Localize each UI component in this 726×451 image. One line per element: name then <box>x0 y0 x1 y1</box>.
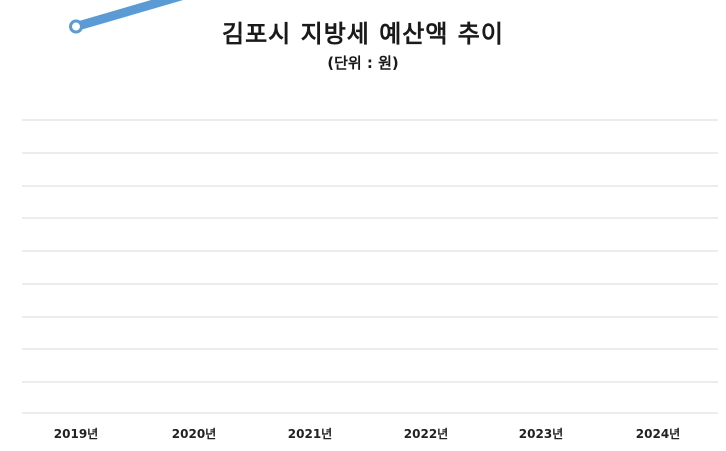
series-line <box>71 0 184 32</box>
x-axis-tick-labels: 2019년 2020년 2021년 2022년 2023년 2024년 <box>54 427 680 441</box>
x-tick-label: 2021년 <box>288 427 332 441</box>
data-label: 3,032 억 <box>38 0 113 2</box>
x-tick-label: 2023년 <box>519 427 563 441</box>
x-tick-label: 2022년 <box>404 427 448 441</box>
x-tick-label: 2020년 <box>172 427 216 441</box>
markers <box>69 19 83 34</box>
data-point-marker <box>69 19 83 34</box>
chart-title: 김포시 지방세 예산액 추이 <box>222 20 504 48</box>
x-tick-label: 2024년 <box>636 427 680 441</box>
series-line-group <box>71 0 184 32</box>
data-labels: 3,032 억3,242 억3,584 억4,184 억4,097 억3,913… <box>38 0 113 2</box>
x-tick-label: 2019년 <box>54 427 98 441</box>
gridlines <box>22 119 718 414</box>
chart-subtitle: (단위 : 원) <box>327 54 399 72</box>
